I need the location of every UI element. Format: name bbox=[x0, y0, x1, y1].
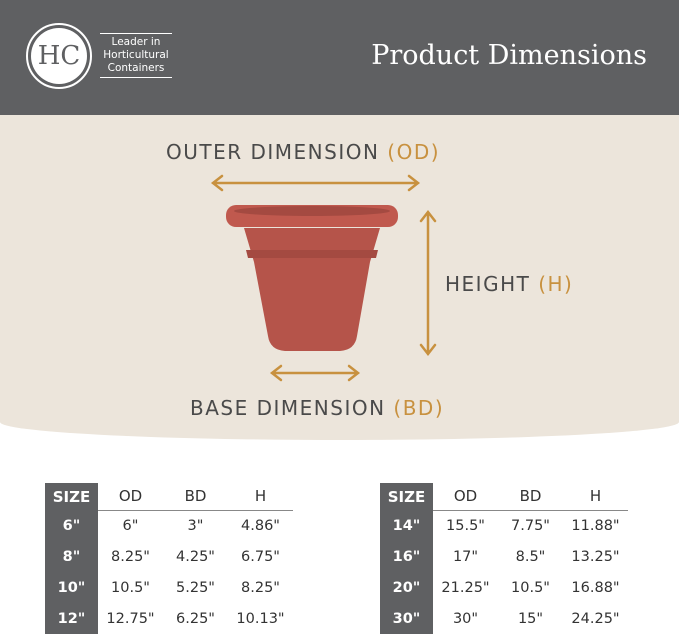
logo-tagline: Leader in Horticultural Containers bbox=[100, 33, 172, 78]
column-header: H bbox=[563, 483, 628, 511]
size-cell: 8" bbox=[45, 541, 98, 572]
column-header: OD bbox=[98, 483, 163, 511]
hc-logo: HC bbox=[26, 23, 92, 89]
pot-illustration bbox=[210, 174, 437, 382]
size-cell: 6" bbox=[45, 510, 98, 541]
base-dimension-label: BASE DIMENSION (BD) bbox=[190, 396, 445, 420]
column-header: H bbox=[228, 483, 293, 511]
table-row: 14" 15.5" 7.75" 11.88" bbox=[380, 510, 628, 541]
size-cell: 14" bbox=[380, 510, 433, 541]
column-header: BD bbox=[163, 483, 228, 511]
size-cell: 12" bbox=[45, 603, 98, 634]
cell: 3" bbox=[187, 517, 204, 534]
outer-dimension-label: OUTER DIMENSION (OD) bbox=[166, 140, 441, 164]
cell: 8.5" bbox=[515, 548, 546, 565]
table-row: 12" 12.75" 6.25" 10.13" bbox=[45, 603, 293, 634]
size-cell: 16" bbox=[380, 541, 433, 572]
od-arrow bbox=[210, 174, 421, 192]
cell: 8.25" bbox=[111, 548, 150, 565]
column-header: SIZE bbox=[380, 483, 433, 510]
cell: 10.5" bbox=[111, 579, 150, 596]
cell: 10.5" bbox=[511, 579, 550, 596]
size-table-right: SIZE OD BD H 14" 15.5" 7.75" 11.88" 16" 17" 8.5" 13… bbox=[380, 483, 628, 634]
column-header: OD bbox=[433, 483, 498, 511]
header-banner: HC Leader in Horticultural Containers Pr… bbox=[0, 0, 679, 115]
size-cell: 20" bbox=[380, 572, 433, 603]
cell: 13.25" bbox=[571, 548, 620, 565]
tagline-line: Horticultural bbox=[103, 49, 169, 61]
cell: 10.13" bbox=[236, 610, 285, 627]
cell: 12.75" bbox=[106, 610, 155, 627]
cell: 15" bbox=[517, 610, 544, 627]
table-header-row: SIZE OD BD H bbox=[45, 483, 293, 511]
arrows bbox=[210, 174, 437, 382]
table-header-row: SIZE OD BD H bbox=[380, 483, 628, 511]
column-header: BD bbox=[498, 483, 563, 511]
table-row: 8" 8.25" 4.25" 6.75" bbox=[45, 541, 293, 572]
size-cell: 10" bbox=[45, 572, 98, 603]
height-arrow bbox=[419, 209, 437, 357]
table-row: 20" 21.25" 10.5" 16.88" bbox=[380, 572, 628, 603]
cell: 6" bbox=[122, 517, 139, 534]
pot bbox=[226, 205, 398, 351]
table-row: 30" 30" 15" 24.25" bbox=[380, 603, 628, 634]
page-title: Product Dimensions bbox=[371, 40, 647, 71]
cell: 21.25" bbox=[441, 579, 490, 596]
size-cell: 30" bbox=[380, 603, 433, 634]
cell: 24.25" bbox=[571, 610, 620, 627]
cell: 5.25" bbox=[176, 579, 215, 596]
table-row: 16" 17" 8.5" 13.25" bbox=[380, 541, 628, 572]
cell: 7.75" bbox=[511, 517, 550, 534]
column-header: SIZE bbox=[45, 483, 98, 510]
bd-arrow bbox=[269, 364, 361, 382]
cell: 30" bbox=[452, 610, 479, 627]
cell: 4.86" bbox=[241, 517, 280, 534]
cell: 8.25" bbox=[241, 579, 280, 596]
tagline-line: Leader in bbox=[111, 36, 161, 48]
cell: 16.88" bbox=[571, 579, 620, 596]
size-table-left: SIZE OD BD H 6" 6" 3" 4.86" 8" 8.25" 4.25" 6.75" 10"… bbox=[45, 483, 293, 634]
cell: 6.75" bbox=[241, 548, 280, 565]
cell: 6.25" bbox=[176, 610, 215, 627]
table-row: 10" 10.5" 5.25" 8.25" bbox=[45, 572, 293, 603]
cell: 11.88" bbox=[571, 517, 620, 534]
table-row: 6" 6" 3" 4.86" bbox=[45, 510, 293, 541]
cell: 17" bbox=[452, 548, 479, 565]
cell: 4.25" bbox=[176, 548, 215, 565]
cell: 15.5" bbox=[446, 517, 485, 534]
height-label: HEIGHT (H) bbox=[445, 272, 574, 296]
tagline-line: Containers bbox=[107, 62, 165, 74]
